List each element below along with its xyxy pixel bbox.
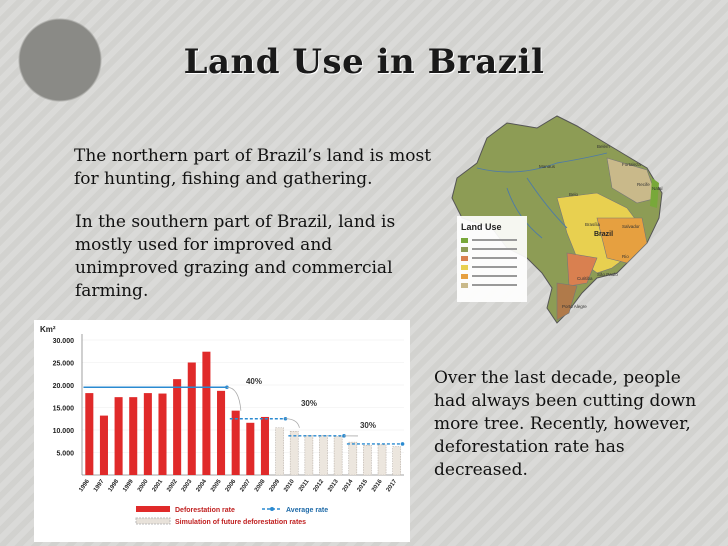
y-tick-label: 15.000	[53, 406, 75, 413]
map-region-south	[556, 282, 578, 321]
average-rate-dot	[283, 416, 288, 421]
chart-legend: Deforestation rate Simulation of future …	[135, 506, 328, 526]
paragraph-deforestation: Over the last decade, people had always …	[434, 368, 697, 480]
x-tick-label: 2017	[386, 478, 399, 493]
y-tick-label: 10.000	[53, 428, 75, 435]
simulation-bar	[348, 441, 358, 476]
deforestation-bar	[217, 390, 226, 475]
simulation-bar	[289, 431, 299, 476]
x-tick-label: 1999	[122, 478, 135, 493]
map-svg: Land Use Brazil Belo Manaus Recife Salvador…	[451, 115, 663, 324]
reduction-arrow	[226, 386, 242, 411]
deforestation-bar	[99, 415, 108, 475]
map-city-label: Belo	[569, 192, 579, 197]
deforestation-bar	[246, 422, 255, 475]
x-tick-label: 2002	[166, 478, 179, 493]
deforestation-bar	[187, 362, 196, 475]
map-region-green	[650, 178, 659, 208]
x-tick-label: 1998	[108, 478, 121, 493]
legend-swatch-simulation	[135, 517, 171, 525]
map-city-label: Manaus	[539, 164, 556, 169]
reduction-annotation: 40%	[246, 377, 262, 386]
simulation-bar	[363, 445, 372, 476]
deforestation-bar	[173, 379, 182, 475]
y-tick-label: 30.000	[53, 338, 75, 345]
simulation-bar	[304, 435, 314, 476]
x-tick-label: 2014	[342, 478, 355, 493]
y-tick-label: 5.000	[56, 451, 74, 458]
deforestation-bar	[158, 393, 167, 475]
x-tick-label: 2013	[327, 478, 340, 493]
simulation-bar	[392, 446, 402, 476]
legend-label-average: Average rate	[286, 507, 328, 514]
slide-title: Land Use in Brazil	[183, 42, 545, 82]
x-tick-label: 1997	[93, 478, 106, 493]
x-tick-label: 2005	[210, 478, 223, 493]
map-city-label: São Paulo	[597, 272, 618, 277]
x-tick-label: 2001	[152, 478, 165, 493]
x-tick-label: 2006	[225, 478, 238, 493]
x-tick-label: 2007	[239, 478, 252, 493]
deforestation-chart: Km² 5.000 10.000 15.000 20.000 25.000 30.000 …	[34, 320, 410, 542]
map-legend-swatches	[461, 238, 517, 288]
brazil-land-use-map: Land Use Brazil Belo Manaus Recife Salvador…	[447, 108, 667, 330]
map-city-label: Recife	[637, 182, 650, 187]
deforestation-bar	[129, 397, 138, 475]
deforestation-bar	[231, 410, 240, 475]
reduction-annotation: 30%	[360, 421, 376, 430]
x-tick-label: 2010	[283, 478, 296, 493]
simulation-bar	[275, 427, 284, 476]
simulation-bar	[319, 435, 328, 476]
x-tick-label: 1996	[78, 478, 91, 493]
map-city-label: Porto Alegre	[562, 304, 587, 309]
legend-dot-average	[270, 507, 274, 511]
x-tick-label: 2012	[313, 478, 326, 493]
simulation-bar	[377, 444, 387, 476]
average-rate-dot	[400, 442, 405, 446]
map-city-label: Salvador	[622, 224, 640, 229]
x-tick-label: 2000	[137, 478, 150, 493]
x-tick-label: 2015	[356, 478, 369, 493]
map-city-label: Fortaleza	[622, 162, 641, 167]
map-city-label: Belém	[597, 144, 610, 149]
paragraph-north: The northern part of Brazil’s land is mo…	[74, 146, 432, 189]
map-city-label: Brasília	[585, 222, 601, 227]
map-city-label: Natal	[652, 186, 663, 191]
y-tick-label: 20.000	[53, 383, 75, 390]
x-tick-label: 2011	[298, 478, 311, 493]
map-rivers	[476, 152, 608, 239]
x-tick-label: 2004	[195, 478, 208, 493]
map-label-brazil: Brazil	[594, 231, 613, 238]
map-region-hatched	[566, 252, 598, 287]
x-tick-label: 2016	[371, 478, 384, 493]
deforestation-bar	[143, 393, 152, 475]
chart-svg: Km² 5.00010.00015.00020.00025.00030.000 …	[40, 325, 405, 526]
map-city-label: Curitiba	[577, 276, 593, 281]
map-region-orange	[596, 217, 648, 264]
paragraph-south: In the southern part of Brazil, land is …	[75, 212, 396, 301]
deforestation-bar	[85, 393, 94, 475]
deforestation-bar	[202, 351, 211, 475]
y-axis-label: Km²	[40, 325, 56, 334]
map-legend-title: Land Use	[461, 222, 502, 232]
legend-label-deforestation: Deforestation rate	[175, 507, 235, 514]
reduction-annotation: 30%	[301, 399, 317, 408]
x-tick-label: 2003	[181, 478, 194, 493]
map-region-tan	[606, 157, 658, 204]
legend-swatch-deforestation	[136, 506, 170, 512]
deforestation-bar	[260, 416, 269, 475]
x-tick-label: 2008	[254, 478, 267, 493]
reduction-arrow	[285, 418, 300, 428]
deforestation-bar	[114, 397, 123, 475]
y-tick-label: 25.000	[53, 361, 75, 368]
simulation-bar	[333, 436, 343, 476]
x-tick-label: 2009	[269, 478, 282, 493]
legend-label-simulation: Simulation of future deforestation rates	[175, 519, 306, 526]
map-city-label: Rio	[622, 254, 629, 259]
